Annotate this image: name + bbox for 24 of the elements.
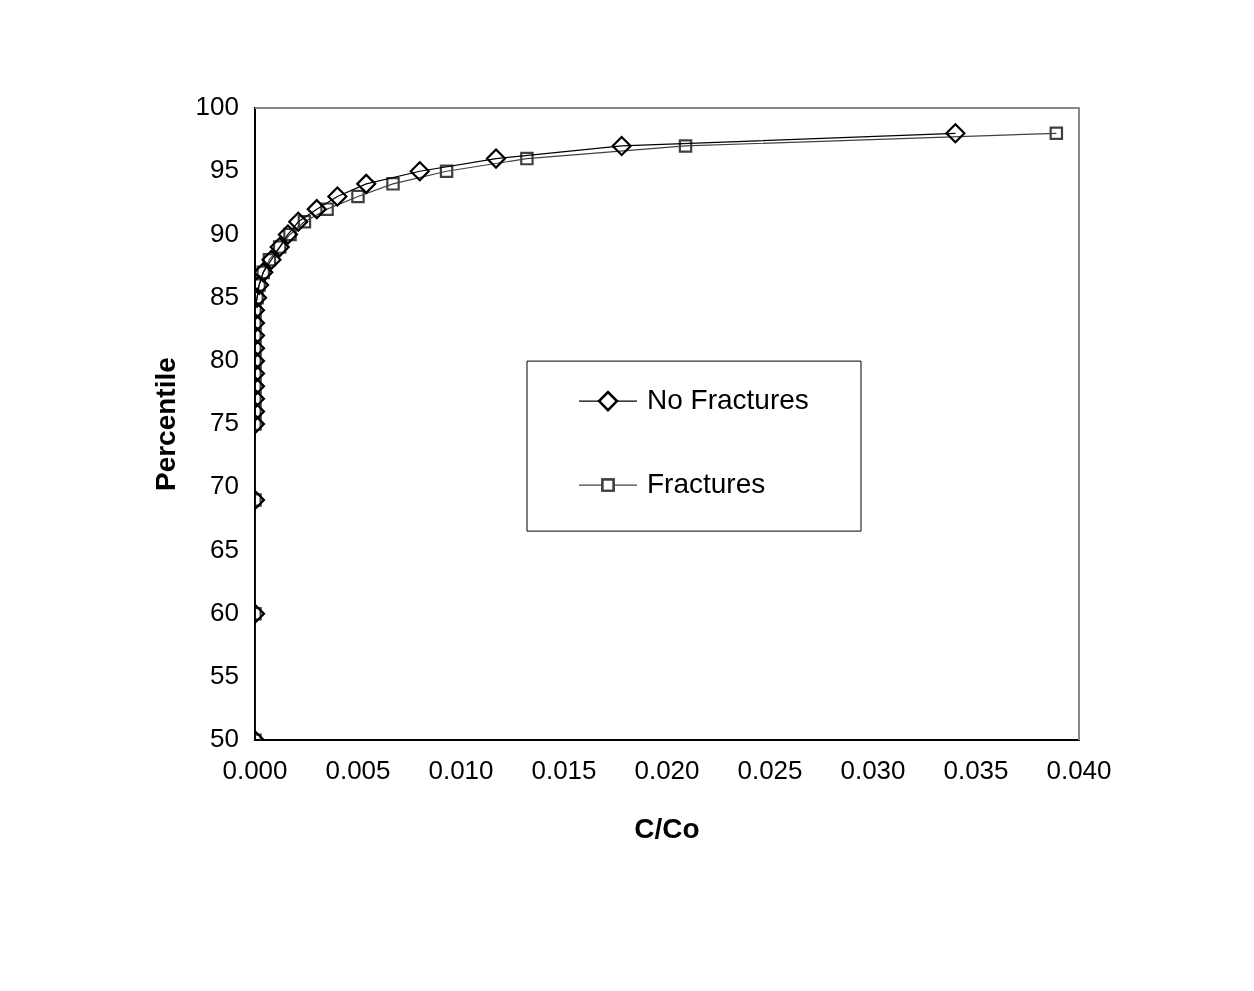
- legend-label: No Fractures: [647, 383, 809, 415]
- x-tick-label: 0.005: [325, 754, 391, 785]
- y-tick-label: 70: [210, 470, 239, 501]
- x-tick-label: 0.015: [531, 754, 597, 785]
- legend-label: Fractures: [647, 467, 766, 499]
- y-tick-label: 65: [210, 533, 239, 564]
- y-tick-label: 80: [210, 344, 239, 375]
- x-tick-label: 0.030: [840, 754, 906, 785]
- y-tick-label: 90: [210, 217, 239, 248]
- y-tick-label: 50: [210, 723, 239, 754]
- y-tick-label: 75: [210, 407, 239, 438]
- x-tick-label: 0.040: [1046, 754, 1112, 785]
- x-tick-label: 0.000: [222, 754, 288, 785]
- x-tick-label: 0.035: [943, 754, 1009, 785]
- y-tick-label: 55: [210, 660, 239, 691]
- y-tick-label: 85: [210, 280, 239, 311]
- x-axis-title: C/Co: [634, 812, 700, 844]
- y-tick-label: 60: [210, 596, 239, 627]
- x-tick-label: 0.010: [428, 754, 494, 785]
- y-tick-label: 95: [210, 154, 239, 185]
- y-axis-title: Percentile: [149, 357, 181, 492]
- x-tick-label: 0.025: [737, 754, 803, 785]
- y-tick-label: 100: [195, 91, 239, 122]
- x-tick-label: 0.020: [634, 754, 700, 785]
